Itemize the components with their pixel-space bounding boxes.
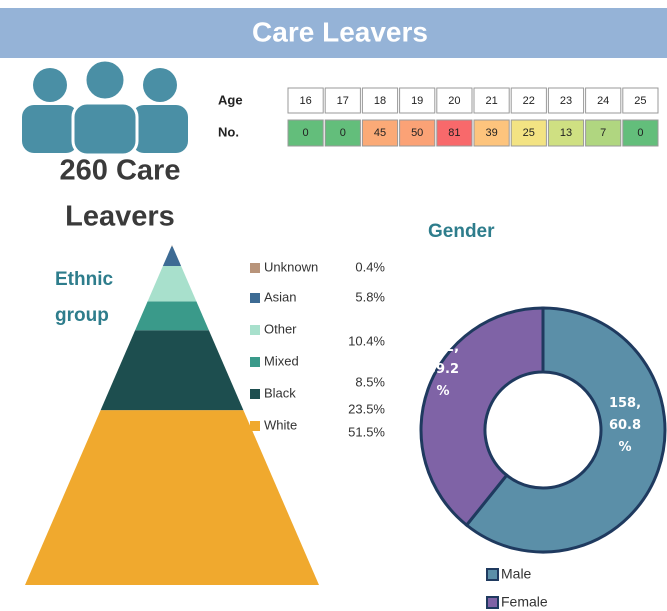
people-icon <box>22 58 188 157</box>
count-cell <box>399 119 436 147</box>
count-label: 13 <box>560 127 572 139</box>
header-cell <box>547 87 585 114</box>
legend-label: Male <box>501 566 532 582</box>
legend-swatch <box>250 293 260 303</box>
row-label: Age <box>218 92 243 107</box>
pyramid-segment <box>171 245 173 247</box>
legend-label: Other <box>264 321 297 336</box>
age-label: 18 <box>374 95 386 107</box>
header-cell <box>473 87 510 114</box>
count-label: 39 <box>485 127 497 139</box>
legend-swatch <box>486 596 499 609</box>
age-label: 22 <box>523 95 535 107</box>
chart-title: Ethnic group <box>55 269 113 326</box>
count-cell <box>622 119 659 147</box>
legend-label: Unknown <box>264 259 318 274</box>
legend-label: Female <box>501 594 548 610</box>
age-label: 19 <box>411 95 423 107</box>
count-label: 25 <box>523 127 535 139</box>
value-label: 0.4% <box>355 259 385 274</box>
donut-slice <box>464 306 667 554</box>
data-label: 102, 39.2 % <box>426 340 460 399</box>
pyramid-segment <box>162 246 182 267</box>
title: Care Leavers <box>252 16 428 47</box>
age-label: 17 <box>337 95 349 107</box>
pyramid-segment <box>147 266 197 302</box>
legend-swatch <box>250 389 260 399</box>
age-label: 20 <box>448 95 460 107</box>
value-label: 51.5% <box>348 424 385 439</box>
legend-label: Black <box>264 385 296 400</box>
count-cell <box>287 119 324 147</box>
value-label: 23.5% <box>348 401 385 416</box>
header-band <box>0 8 667 58</box>
age-label: 23 <box>560 95 572 107</box>
legend-swatch <box>250 357 260 367</box>
data-label: 158, 60.8 % <box>608 396 642 455</box>
age-label: 24 <box>597 95 609 107</box>
count-label: 45 <box>374 127 386 139</box>
header-cell <box>436 87 473 114</box>
chart-title: Gender <box>428 221 495 242</box>
row-label: No. <box>218 124 239 139</box>
age-label: 25 <box>634 95 646 107</box>
age-label: 16 <box>299 95 311 107</box>
header-cell <box>324 87 361 114</box>
age-label: 21 <box>485 95 497 107</box>
header-cell <box>510 87 547 114</box>
count-cell <box>324 119 361 147</box>
legend-label: White <box>264 417 297 432</box>
count-cell <box>361 119 399 147</box>
pyramid-segment <box>25 410 319 585</box>
header-cell <box>585 87 622 114</box>
count-label: 0 <box>340 127 346 139</box>
count-cell <box>473 119 510 147</box>
count-cell <box>436 119 473 147</box>
header-cell <box>361 87 399 114</box>
header-cell <box>622 87 659 114</box>
value-label: 10.4% <box>348 333 385 348</box>
count-label: 81 <box>448 127 460 139</box>
pyramid-segment <box>135 301 209 331</box>
legend-swatch <box>486 568 499 581</box>
headline: 260 Care <box>60 155 181 187</box>
donut-slice <box>419 306 545 528</box>
count-label: 0 <box>637 127 643 139</box>
value-label: 5.8% <box>355 289 385 304</box>
count-label: 50 <box>411 127 423 139</box>
count-label: 7 <box>600 127 606 139</box>
legend-swatch <box>250 263 260 273</box>
legend-swatch <box>250 421 260 431</box>
count-label: 0 <box>303 127 309 139</box>
count-cell <box>510 119 547 147</box>
pyramid-segment <box>100 330 244 411</box>
headline: Leavers <box>65 201 175 233</box>
count-cell <box>585 119 622 147</box>
legend-swatch <box>250 325 260 335</box>
header-cell <box>399 87 436 114</box>
value-label: 8.5% <box>355 374 385 389</box>
header-cell <box>287 87 324 114</box>
legend-label: Mixed <box>264 353 299 368</box>
legend-label: Asian <box>264 289 297 304</box>
count-cell <box>547 119 585 147</box>
